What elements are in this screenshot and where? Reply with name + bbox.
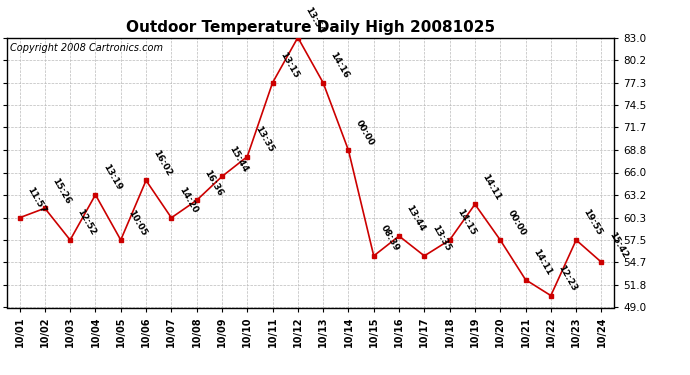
Text: 14:20: 14:20 [177,186,199,215]
Text: 13:44: 13:44 [404,204,427,233]
Text: 00:00: 00:00 [506,209,528,237]
Text: 14:16: 14:16 [328,51,351,80]
Text: 19:55: 19:55 [582,208,604,237]
Text: 08:39: 08:39 [380,224,402,253]
Text: 10:05: 10:05 [126,208,148,237]
Text: 15:44: 15:44 [228,144,250,174]
Text: 14:11: 14:11 [531,248,553,277]
Text: 12:23: 12:23 [556,264,578,293]
Text: 12:52: 12:52 [76,208,98,237]
Text: 13:35: 13:35 [253,124,275,154]
Text: 15:42: 15:42 [607,230,629,260]
Text: 14:15: 14:15 [455,208,477,237]
Text: 11:57: 11:57 [25,186,48,215]
Text: 13:15: 13:15 [278,51,300,80]
Text: Copyright 2008 Cartronics.com: Copyright 2008 Cartronics.com [10,43,163,53]
Text: 13:35: 13:35 [430,224,452,253]
Text: 00:00: 00:00 [354,118,376,147]
Text: 13:19: 13:19 [101,162,124,192]
Text: 16:36: 16:36 [202,168,224,198]
Text: 13:54: 13:54 [304,5,326,35]
Text: 14:11: 14:11 [480,172,503,201]
Text: 16:02: 16:02 [152,148,174,178]
Text: 15:26: 15:26 [50,176,72,206]
Title: Outdoor Temperature Daily High 20081025: Outdoor Temperature Daily High 20081025 [126,20,495,35]
